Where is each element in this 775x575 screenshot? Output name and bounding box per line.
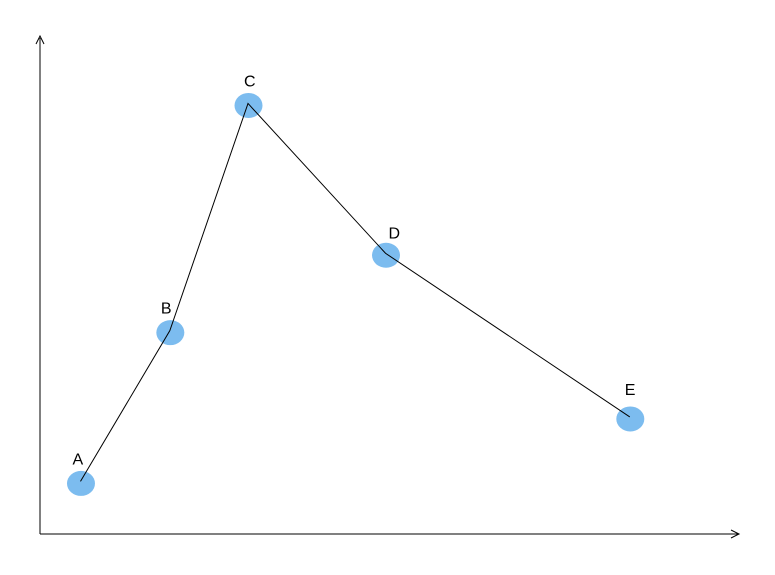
series-line bbox=[80, 102, 631, 482]
point-label-d: D bbox=[389, 225, 401, 242]
data-markers bbox=[66, 92, 645, 496]
point-label-c: C bbox=[244, 73, 256, 90]
point-labels: A B C D E bbox=[72, 73, 635, 468]
y-axis-arrow bbox=[35, 34, 45, 45]
point-label-e: E bbox=[625, 382, 636, 399]
data-point-a bbox=[66, 470, 95, 496]
x-axis-arrow bbox=[730, 529, 741, 539]
point-label-b: B bbox=[161, 301, 172, 318]
point-label-a: A bbox=[72, 451, 83, 468]
data-point-b bbox=[156, 320, 185, 346]
data-point-d bbox=[372, 242, 401, 268]
